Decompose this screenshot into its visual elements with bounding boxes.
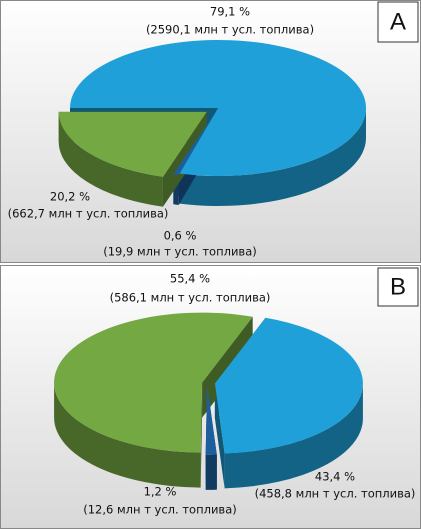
panel-letter-box [377,267,419,307]
value-label: 43,4 % [315,470,355,484]
slice-side [58,111,163,207]
value-label: 20,2 % [50,190,90,204]
slice [54,312,253,453]
slice-annotation: (662,7 млн т усл. топлива) [8,207,169,221]
value-label: 79,1 % [210,5,250,19]
slice-side [179,108,367,206]
slice [173,109,218,175]
slice [205,384,217,455]
slice-edge [200,382,203,488]
slice [70,39,367,177]
slice-edge [202,316,253,418]
slice [214,317,363,454]
slice-annotation: (586,1 млн т усл. топлива) [110,291,271,305]
value-label: 55,4 % [170,272,210,286]
slice-edge [214,383,225,489]
slice-annotation: (19,9 млн т усл. топлива) [103,245,256,259]
slice [58,111,207,177]
panel-letter: A [390,8,406,35]
slice-annotation: (458,8 млн т усл. топлива) [255,487,416,501]
value-label: 0,6 % [164,229,197,243]
slice-annotation: (2590,1 млн т усл. топлива) [146,23,314,37]
slice-side [54,382,201,488]
slice-side [205,454,217,490]
panel-letter: B [390,273,406,300]
value-label: 1,2 % [144,485,177,499]
slice-annotation: (12,6 млн т усл. топлива) [83,503,236,517]
panel-letter-box [377,1,419,43]
slice-side [224,383,363,489]
